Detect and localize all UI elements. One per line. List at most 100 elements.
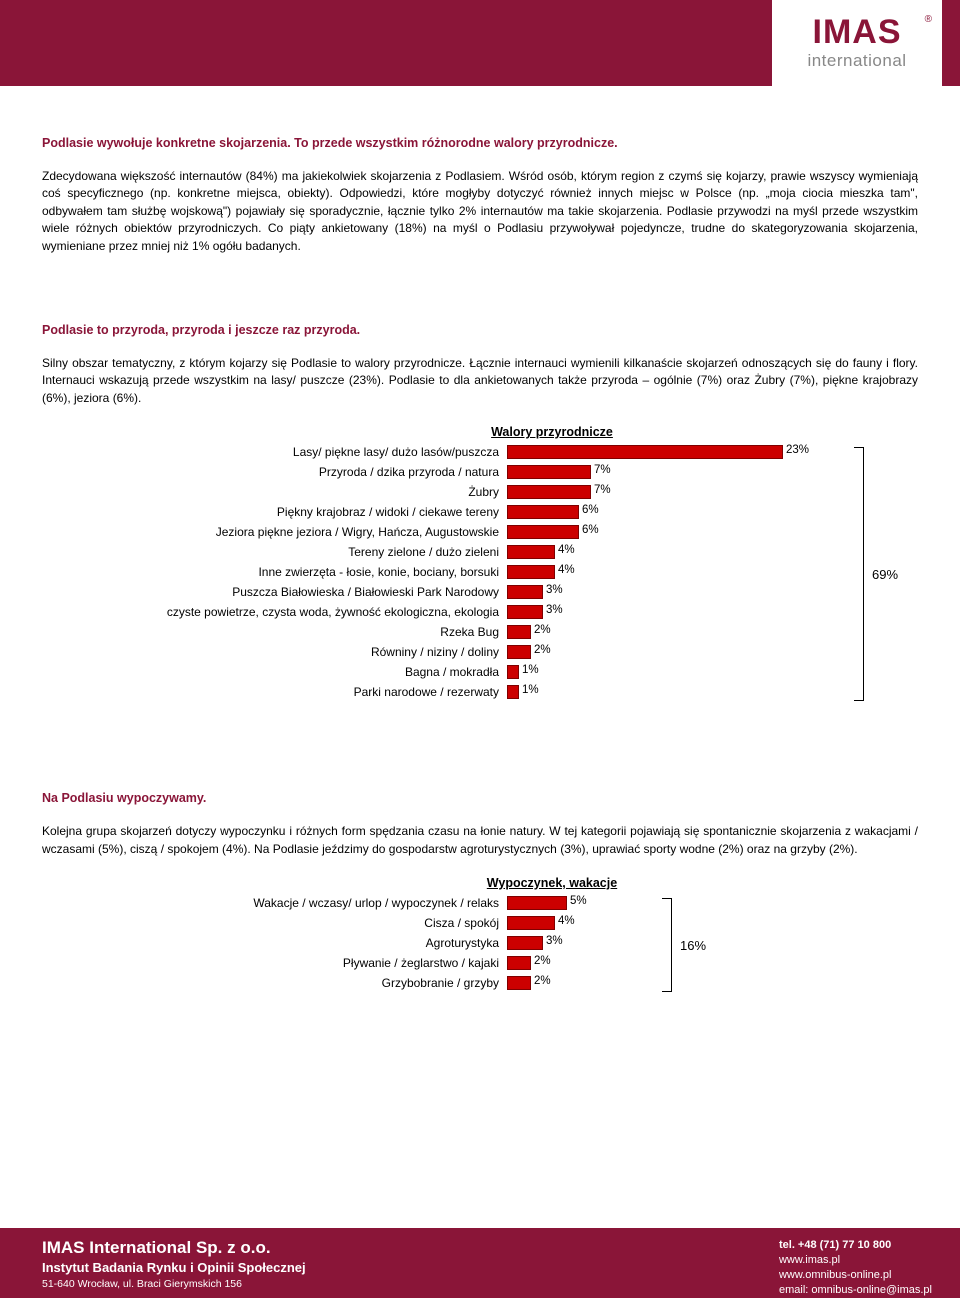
footer-web1: www.imas.pl [779, 1253, 932, 1268]
section3-body: Kolejna grupa skojarzeń dotyczy wypoczyn… [42, 823, 918, 858]
chart-bar [507, 645, 531, 659]
chart-bar-value: 3% [546, 604, 563, 616]
chart-bar-area: 2% [507, 976, 807, 990]
chart-bar-area: 3% [507, 936, 807, 950]
chart-bar [507, 525, 579, 539]
chart-bar-area: 3% [507, 605, 807, 619]
chart-bar-area: 7% [507, 465, 807, 479]
chart-bar-value: 7% [594, 484, 611, 496]
chart-row: Przyroda / dzika przyroda / natura 7% [42, 463, 922, 481]
chart-row-label: Przyroda / dzika przyroda / natura [42, 465, 507, 479]
chart-row-label: Żubry [42, 485, 507, 499]
chart-row: Wakacje / wczasy/ urlop / wypoczynek / r… [42, 894, 922, 912]
chart-bar-value: 2% [534, 955, 551, 967]
chart-bar-area: 1% [507, 665, 807, 679]
chart-row: Rzeka Bug2% [42, 623, 922, 641]
chart-row-label: Grzybobranie / grzyby [42, 976, 507, 990]
chart-row: Bagna / mokradła 1% [42, 663, 922, 681]
chart-bar [507, 605, 543, 619]
chart-bar [507, 665, 519, 679]
chart-row-label: Jeziora piękne jeziora / Wigry, Hańcza, … [42, 525, 507, 539]
section3-title: Na Podlasiu wypoczywamy. [42, 791, 918, 805]
chart-bar-value: 7% [594, 464, 611, 476]
chart-bar-value: 4% [558, 544, 575, 556]
chart-row-label: Bagna / mokradła [42, 665, 507, 679]
chart-bar-area: 7% [507, 485, 807, 499]
chart-row: Agroturystyka 3% [42, 934, 922, 952]
chart-bar [507, 545, 555, 559]
chart-bar-area: 6% [507, 525, 807, 539]
chart-bar-area: 4% [507, 565, 807, 579]
chart-bar-value: 3% [546, 584, 563, 596]
chart-row-label: Agroturystyka [42, 936, 507, 950]
logo-reg: ® [925, 14, 932, 25]
chart-bar-area: 4% [507, 916, 807, 930]
chart-bar [507, 485, 591, 499]
chart-row: Lasy/ piękne lasy/ dużo lasów/puszcza 23% [42, 443, 922, 461]
chart-row-label: Rzeka Bug [42, 625, 507, 639]
section1-body: Zdecydowana większość internautów (84%) … [42, 168, 918, 255]
header-bar: ® IMAS international [0, 0, 960, 86]
chart-bar-value: 23% [786, 444, 809, 456]
chart-row: Jeziora piękne jeziora / Wigry, Hańcza, … [42, 523, 922, 541]
chart-bar-value: 4% [558, 564, 575, 576]
footer-institute: Instytut Badania Rynku i Opinii Społeczn… [42, 1260, 306, 1275]
chart-row-label: Lasy/ piękne lasy/ dużo lasów/puszcza [42, 445, 507, 459]
chart-bar-area: 6% [507, 505, 807, 519]
chart-bar-value: 6% [582, 524, 599, 536]
chart-bar-value: 2% [534, 975, 551, 987]
chart2-title: Wypoczynek, wakacje [182, 876, 922, 890]
chart-bar-area: 2% [507, 625, 807, 639]
chart-row-label: Puszcza Białowieska / Białowieski Park N… [42, 585, 507, 599]
chart-bar-value: 6% [582, 504, 599, 516]
chart-row-label: Cisza / spokój [42, 916, 507, 930]
section2-title: Podlasie to przyroda, przyroda i jeszcze… [42, 323, 918, 337]
chart-bar-area: 1% [507, 685, 807, 699]
chart-bar-area: 4% [507, 545, 807, 559]
chart-row-label: Parki narodowe / rezerwaty [42, 685, 507, 699]
chart1-title: Walory przyrodnicze [182, 425, 922, 439]
logo: ® IMAS international [772, 0, 942, 86]
chart-bar [507, 956, 531, 970]
chart-row: Tereny zielone / dużo zieleni 4% [42, 543, 922, 561]
chart-bar [507, 445, 783, 459]
chart-bar [507, 565, 555, 579]
chart-row: Żubry 7% [42, 483, 922, 501]
footer-web2: www.omnibus-online.pl [779, 1268, 932, 1283]
chart-bar-area: 23% [507, 445, 807, 459]
chart-bar-value: 3% [546, 935, 563, 947]
chart-bar [507, 936, 543, 950]
chart-row-label: Piękny krajobraz / widoki / ciekawe tere… [42, 505, 507, 519]
chart-row-label: Tereny zielone / dużo zieleni [42, 545, 507, 559]
chart-bar [507, 916, 555, 930]
chart-row: Pływanie / żeglarstwo / kajaki2% [42, 954, 922, 972]
logo-sub: international [807, 51, 906, 71]
chart-2: Wypoczynek, wakacje Wakacje / wczasy/ ur… [42, 876, 922, 992]
chart-bar-value: 2% [534, 644, 551, 656]
chart-bar [507, 976, 531, 990]
footer-bar: IMAS International Sp. z o.o. Instytut B… [0, 1228, 960, 1298]
chart-bar-value: 1% [522, 664, 539, 676]
chart-row: Piękny krajobraz / widoki / ciekawe tere… [42, 503, 922, 521]
footer-tel: tel. +48 (71) 77 10 800 [779, 1238, 932, 1253]
footer-address: 51-640 Wrocław, ul. Braci Gierymskich 15… [42, 1278, 306, 1290]
footer-email: email: omnibus-online@imas.pl [779, 1283, 932, 1298]
chart-row: Parki narodowe / rezerwaty 1% [42, 683, 922, 701]
chart-bracket [662, 898, 672, 992]
chart-row: czyste powietrze, czysta woda, żywność e… [42, 603, 922, 621]
chart-row: Inne zwierzęta - łosie, konie, bociany, … [42, 563, 922, 581]
chart-bar-value: 4% [558, 915, 575, 927]
chart-bar [507, 625, 531, 639]
chart-row-label: Równiny / niziny / doliny [42, 645, 507, 659]
chart-row: Puszcza Białowieska / Białowieski Park N… [42, 583, 922, 601]
chart-bracket [854, 447, 864, 701]
chart-row-label: czyste powietrze, czysta woda, żywność e… [42, 605, 507, 619]
chart-bar [507, 465, 591, 479]
chart-row: Cisza / spokój 4% [42, 914, 922, 932]
chart-bar-value: 5% [570, 895, 587, 907]
chart-bar-value: 1% [522, 684, 539, 696]
chart-bar-area: 2% [507, 645, 807, 659]
footer-company: IMAS International Sp. z o.o. [42, 1238, 306, 1258]
chart-bar [507, 585, 543, 599]
chart-bar-area: 2% [507, 956, 807, 970]
